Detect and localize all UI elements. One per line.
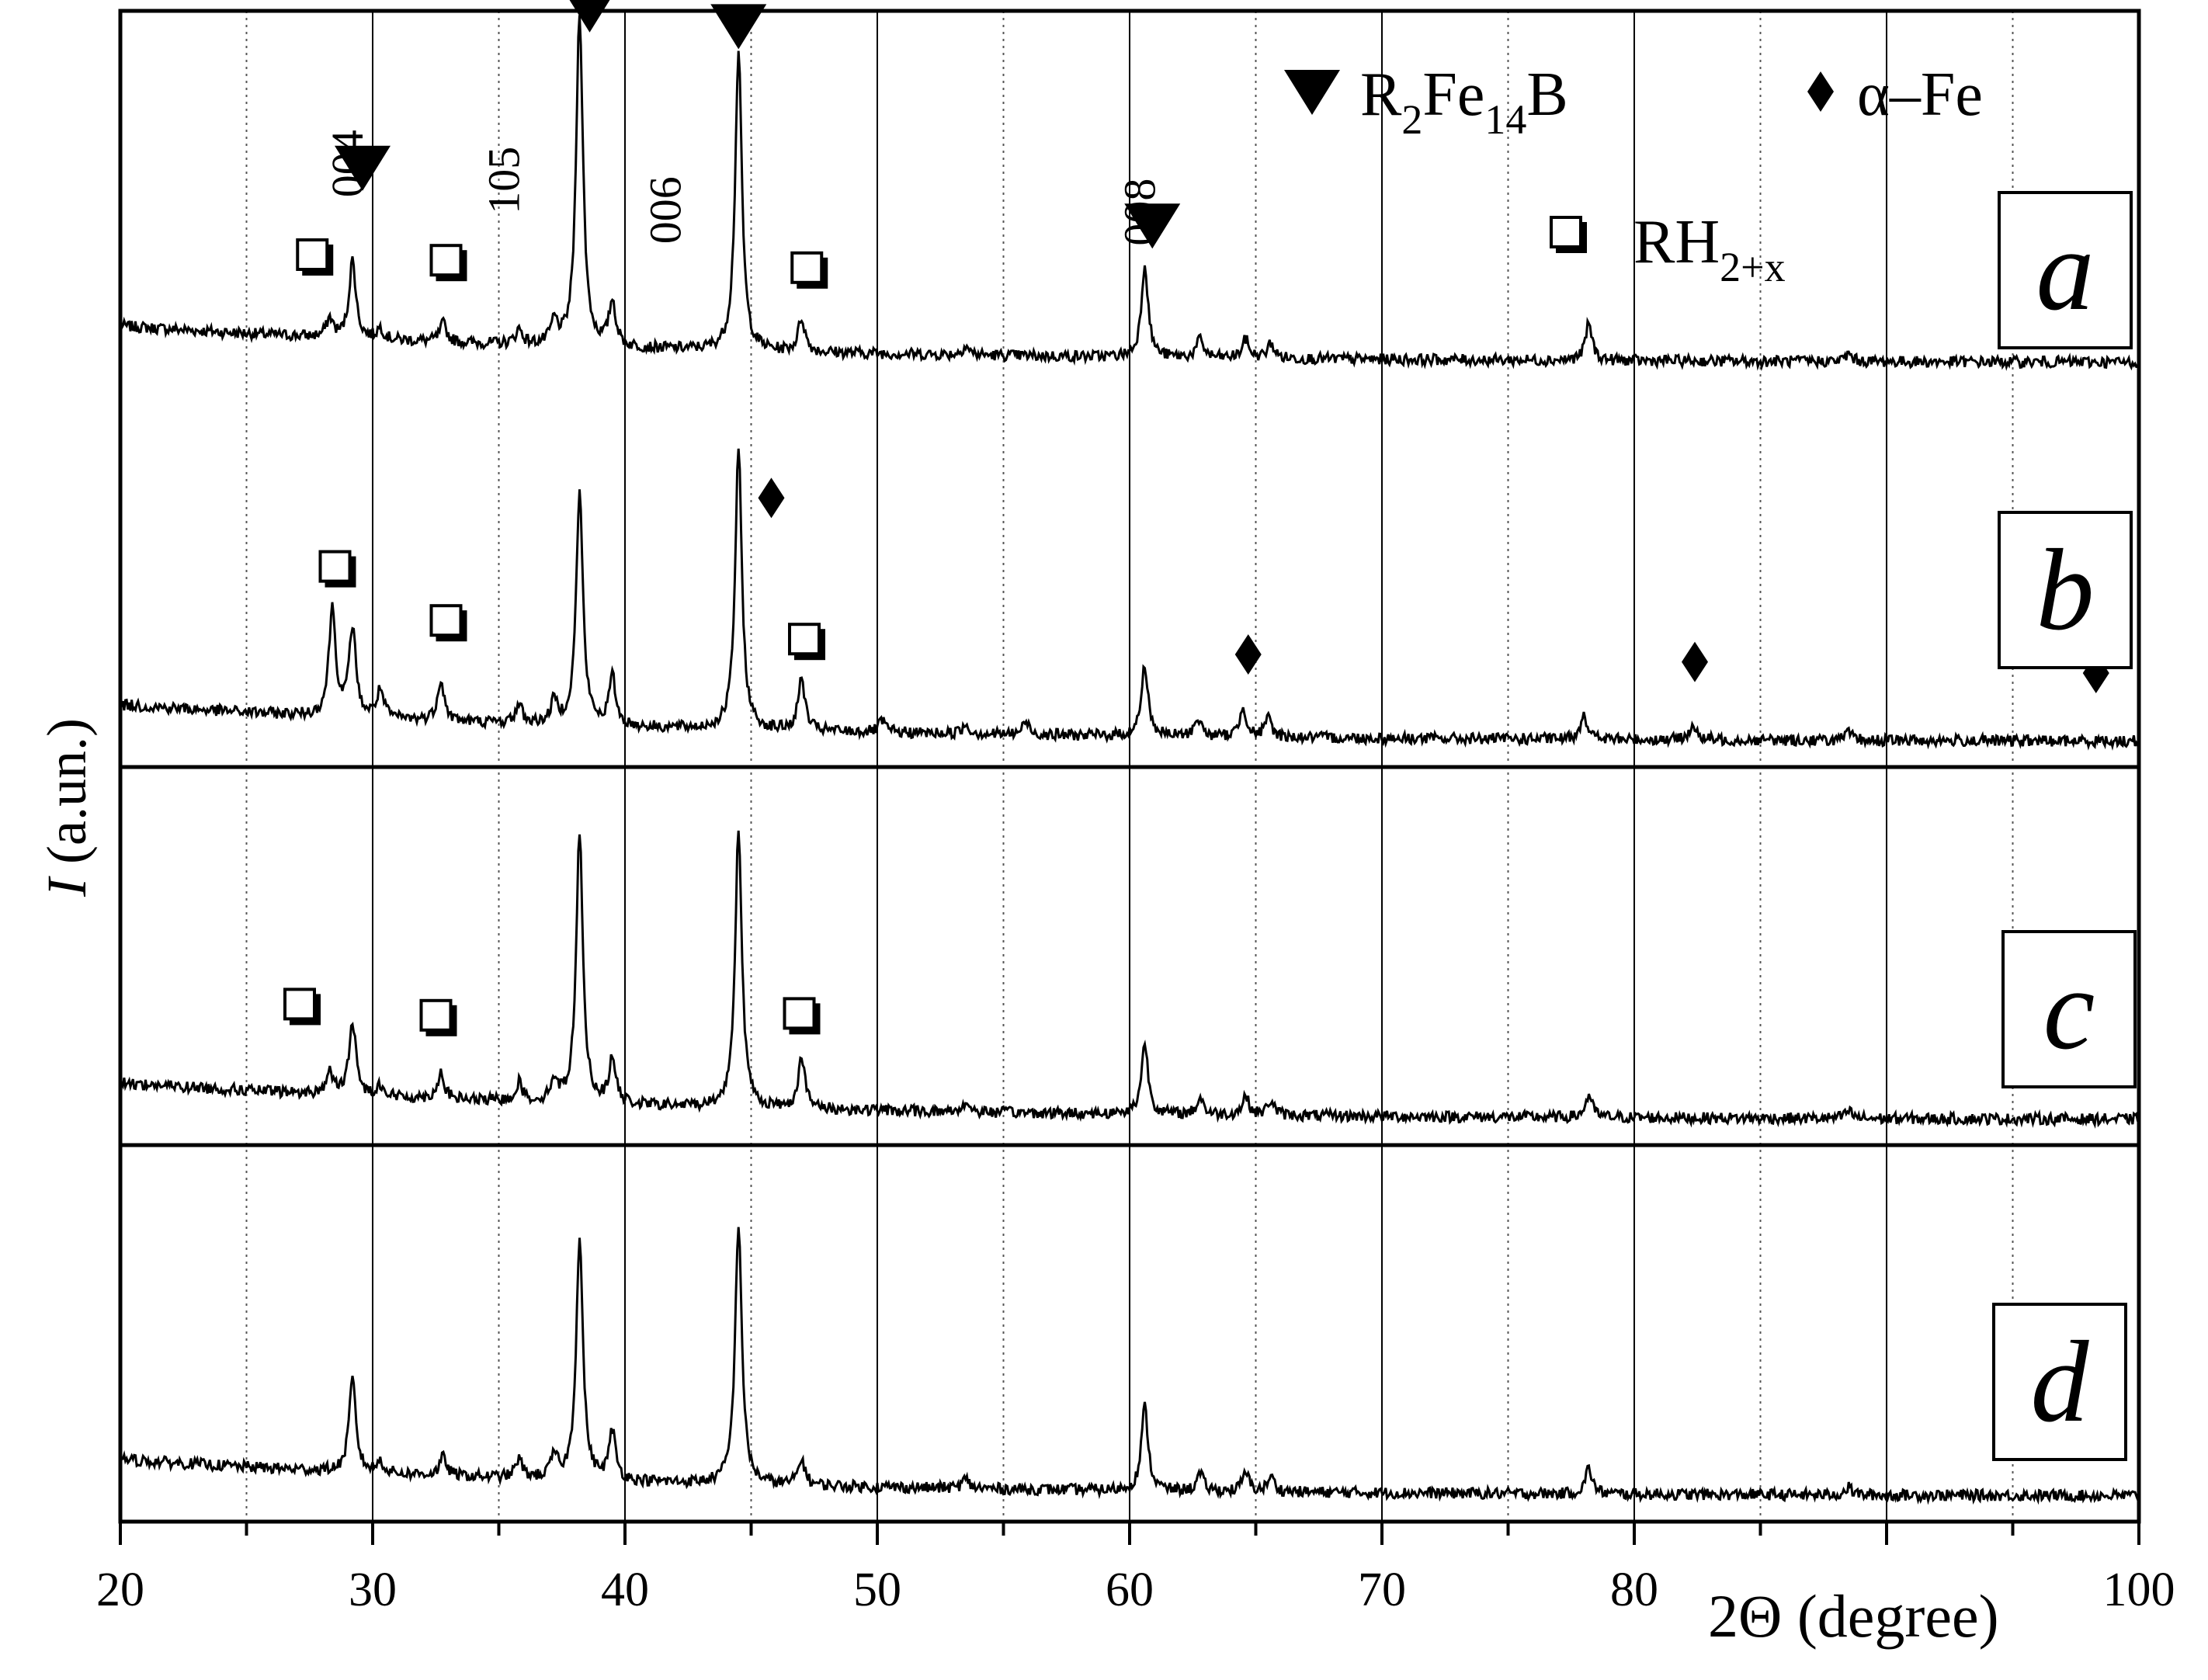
legend-label-alpha-fe: α–Fe: [1857, 61, 1983, 129]
square-marker: [283, 988, 321, 1026]
diamond-marker: [758, 477, 785, 519]
panel-letter-c: c: [2043, 945, 2095, 1074]
square-marker: [296, 238, 334, 276]
square-marker: [419, 998, 457, 1036]
x-tick-label: 20: [96, 1564, 144, 1616]
diffraction-curves: [119, 15, 2140, 1505]
triangle-marker: [710, 4, 767, 50]
triangle-marker: [335, 145, 391, 191]
diamond-marker: [1807, 71, 1834, 112]
triangle-marker: [569, 0, 610, 33]
hkl-label: 006: [641, 176, 691, 244]
x-tick-label: 30: [349, 1564, 397, 1616]
diffraction-curve-b: [119, 448, 2140, 751]
diffraction-curve-a: [119, 15, 2140, 372]
diamond-marker: [1682, 641, 1708, 682]
x-tick-label: 40: [601, 1564, 649, 1616]
panel-letter-box: [1992, 1303, 2127, 1461]
panel-letter-d: d: [2031, 1317, 2090, 1446]
panel-letters: a b c d: [1992, 191, 2137, 1461]
hkl-label: 008: [1115, 179, 1165, 246]
y-axis-label-symbol: I: [36, 876, 98, 897]
triangle-marker: [1124, 203, 1181, 249]
diamond-marker: [1234, 634, 1262, 675]
x-tick-label: 50: [853, 1564, 901, 1616]
square-marker: [788, 623, 825, 661]
x-tick-label: 60: [1106, 1564, 1154, 1616]
x-tick-label: 100: [2103, 1564, 2175, 1616]
square-marker: [783, 997, 821, 1035]
x-axis-label: 2Θ (degree): [1708, 1582, 1999, 1650]
hkl-label: 105: [479, 147, 529, 214]
square-marker: [1550, 216, 1587, 253]
panel-letter-box: [2001, 930, 2137, 1088]
panel-letter-box: [1998, 191, 2133, 349]
panel-letter-a: a: [2036, 206, 2095, 335]
phase-markers: [283, 0, 2109, 1036]
square-marker: [790, 251, 828, 289]
y-axis-label-unit: (a.un.): [36, 718, 98, 878]
hkl-labels: 004 105 006 008: [322, 130, 1165, 245]
panel-letter-b: b: [2036, 526, 2095, 654]
diffraction-curve-c: [119, 830, 2140, 1129]
x-tick-label: 80: [1610, 1564, 1658, 1616]
x-axis: 20 30 40 50 60 70 80 100: [96, 1522, 2175, 1616]
diffraction-curve-d: [119, 1227, 2140, 1505]
hkl-label: 004: [322, 130, 373, 197]
panel-letter-box: [1998, 511, 2133, 669]
panel-dividers: [120, 765, 2139, 1147]
x-tick-label: 70: [1358, 1564, 1406, 1616]
square-marker: [318, 550, 356, 588]
triangle-marker: [1284, 70, 1340, 115]
legend-label-r2fe14b: R2Fe14B: [1360, 61, 1568, 143]
square-marker: [429, 604, 467, 642]
legend: R2Fe14B α–Fe RH2+x: [1284, 61, 1983, 290]
legend-label-rh2x: RH2+x: [1633, 208, 1786, 290]
square-marker: [429, 244, 467, 282]
y-axis-label: I (a.un.): [36, 718, 98, 897]
